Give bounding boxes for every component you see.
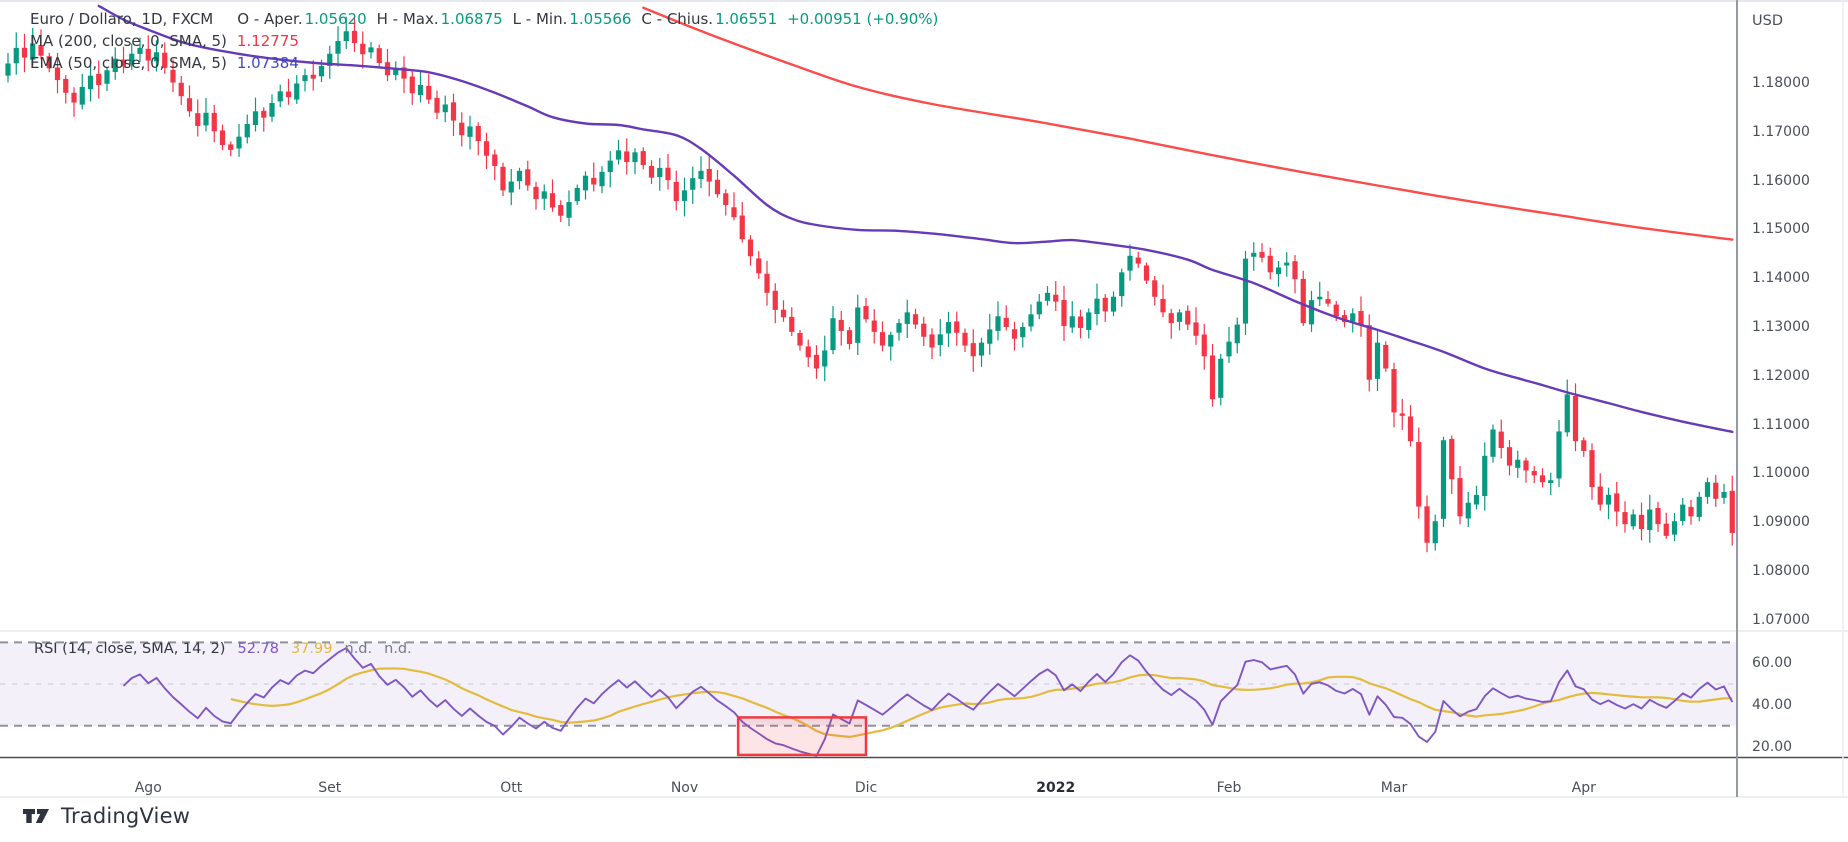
ma-200-line xyxy=(642,6,1734,241)
ema-50-line xyxy=(97,4,1734,434)
rsi-line xyxy=(122,647,1734,757)
rsi-series xyxy=(122,647,1734,757)
oversold-highlight-box xyxy=(736,716,868,757)
candlestick-series xyxy=(5,16,1735,553)
rsi-ma-line xyxy=(230,667,1733,738)
